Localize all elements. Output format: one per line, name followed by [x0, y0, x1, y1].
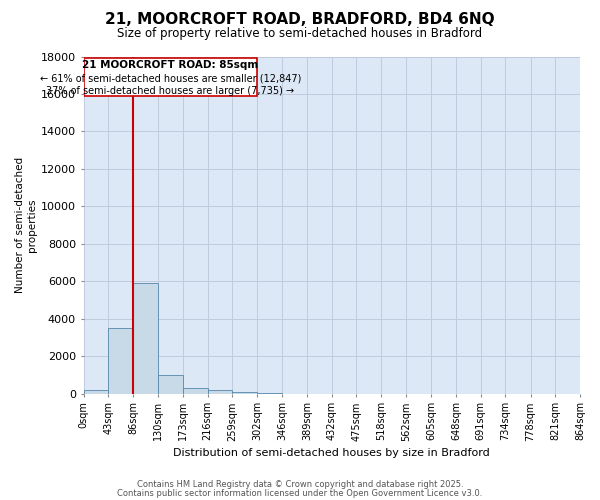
Text: 37% of semi-detached houses are larger (7,735) →: 37% of semi-detached houses are larger (… — [46, 86, 295, 97]
Bar — [232, 392, 257, 394]
Text: 21, MOORCROFT ROAD, BRADFORD, BD4 6NQ: 21, MOORCROFT ROAD, BRADFORD, BD4 6NQ — [105, 12, 495, 28]
Bar — [83, 390, 108, 394]
Text: Contains public sector information licensed under the Open Government Licence v3: Contains public sector information licen… — [118, 488, 482, 498]
Text: Contains HM Land Registry data © Crown copyright and database right 2025.: Contains HM Land Registry data © Crown c… — [137, 480, 463, 489]
X-axis label: Distribution of semi-detached houses by size in Bradford: Distribution of semi-detached houses by … — [173, 448, 490, 458]
Text: ← 61% of semi-detached houses are smaller (12,847): ← 61% of semi-detached houses are smalle… — [40, 74, 301, 84]
Bar — [158, 375, 183, 394]
Bar — [133, 283, 158, 394]
Bar — [208, 390, 232, 394]
Y-axis label: Number of semi-detached
properties: Number of semi-detached properties — [15, 157, 37, 293]
Bar — [83, 58, 257, 96]
Text: Size of property relative to semi-detached houses in Bradford: Size of property relative to semi-detach… — [118, 28, 482, 40]
Text: 21 MOORCROFT ROAD: 85sqm: 21 MOORCROFT ROAD: 85sqm — [82, 60, 259, 70]
Bar — [108, 328, 133, 394]
Bar — [183, 388, 208, 394]
